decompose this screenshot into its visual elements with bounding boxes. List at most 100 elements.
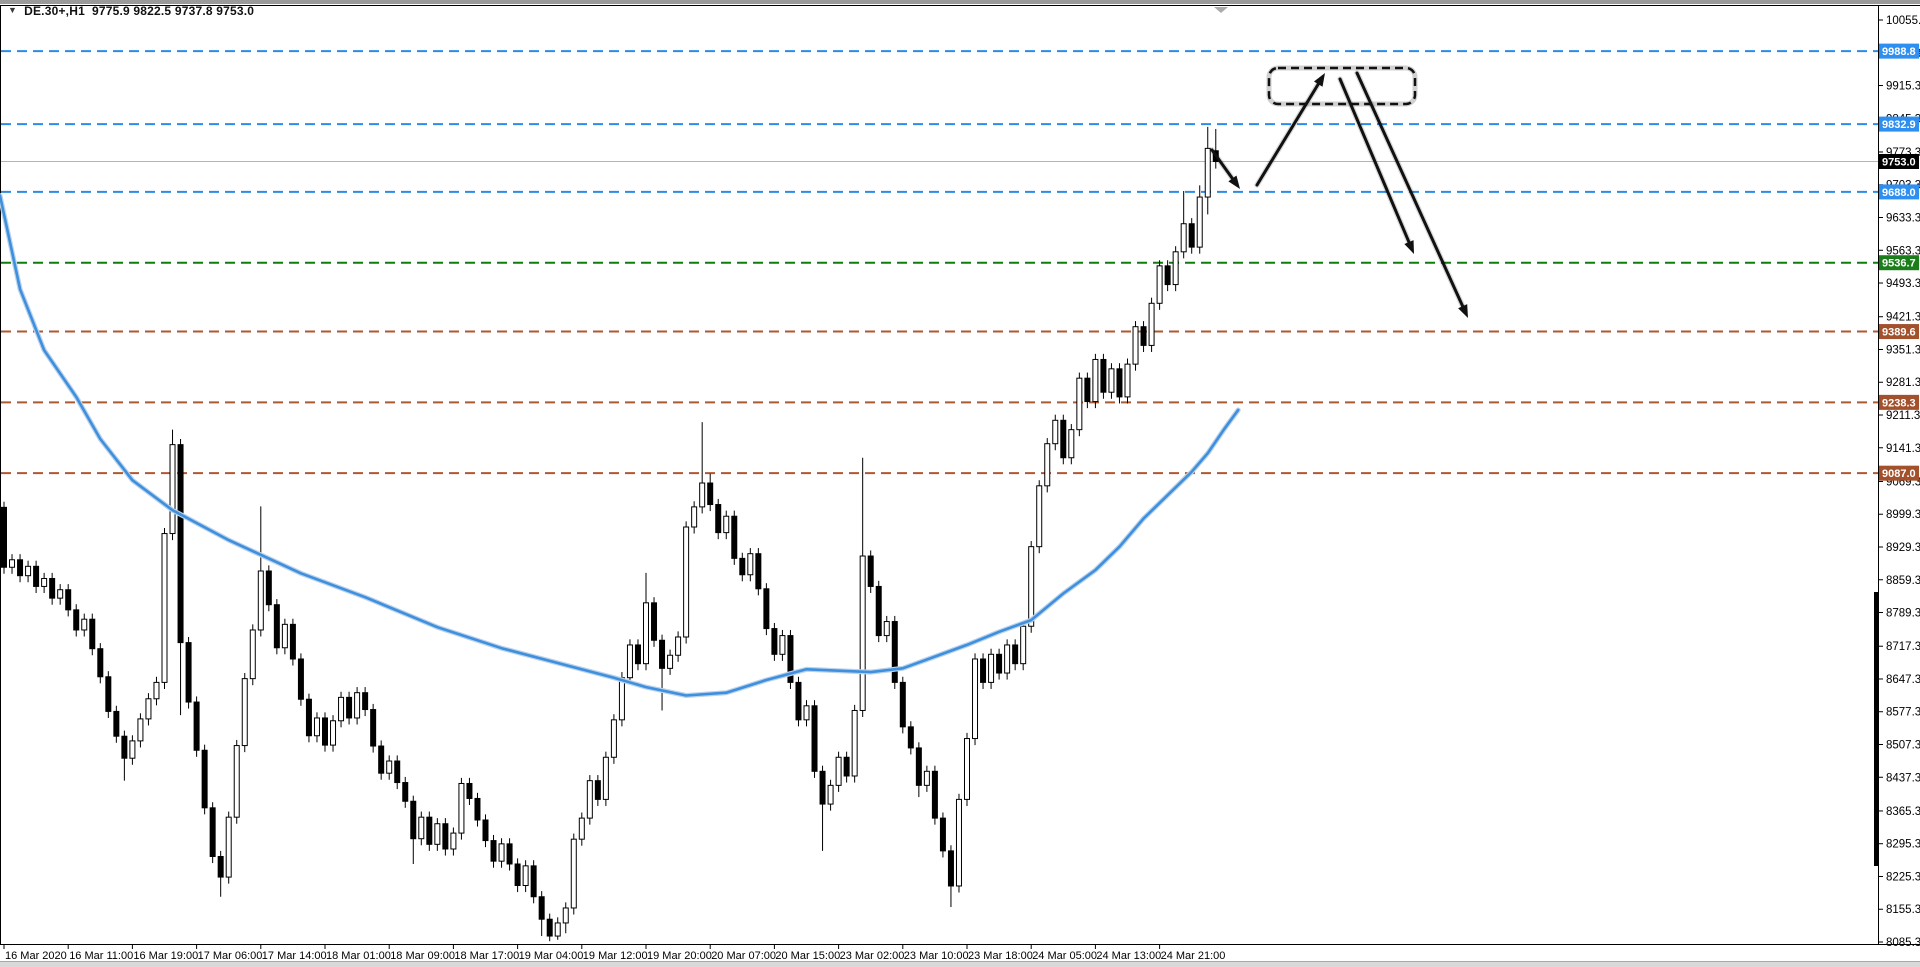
candle (964, 738, 970, 800)
candle (370, 709, 377, 747)
candle (787, 635, 794, 683)
candle (899, 681, 906, 728)
candle (827, 784, 834, 805)
candle (651, 602, 658, 641)
candle (1012, 644, 1019, 665)
candle (667, 654, 674, 669)
candle (233, 745, 240, 818)
candle (1004, 644, 1011, 674)
candle (1036, 485, 1043, 548)
candle (1068, 429, 1075, 459)
candle (554, 922, 561, 937)
x-axis-label: 23 Mar 10:00 (904, 950, 969, 962)
candle (145, 698, 152, 720)
x-axis-label: 17 Mar 06:00 (198, 950, 263, 962)
down-arrow-1[interactable] (1338, 77, 1411, 244)
up-arrow[interactable] (1255, 82, 1320, 187)
x-axis-label: 19 Mar 12:00 (583, 950, 648, 962)
candle (394, 760, 401, 784)
candle (1020, 625, 1027, 665)
candle (442, 823, 449, 850)
candle (362, 692, 369, 711)
current-price-badge (1879, 153, 1919, 169)
candle (241, 678, 248, 747)
y-axis-label: 8507.3 (1886, 739, 1920, 751)
candle (1164, 265, 1171, 286)
candle (322, 717, 328, 746)
x-axis-label: 16 Mar 2020 (5, 950, 67, 962)
y-axis-label: 8225.3 (1886, 871, 1920, 883)
candle (161, 533, 168, 683)
y-axis-label: 9915.3 (1886, 81, 1920, 93)
time-axis[interactable] (0, 945, 1920, 962)
candle (763, 588, 770, 630)
chart-title: ▼ DE.30+,H1 9775.9 9822.5 9737.8 9753.0 (8, 4, 254, 18)
y-axis-label: 8085.3 (1886, 937, 1920, 949)
candle (378, 745, 385, 774)
candle (891, 621, 898, 683)
candle (1156, 265, 1163, 304)
candle (731, 515, 738, 559)
candle (1100, 358, 1107, 393)
forecast-box[interactable] (1267, 66, 1417, 106)
candle (1060, 419, 1067, 459)
down-arrow-2[interactable] (1355, 71, 1465, 308)
axis-scrollbar-thumb[interactable] (1874, 592, 1879, 866)
candle (1, 506, 7, 568)
candle (354, 692, 361, 719)
candle (955, 798, 962, 887)
candle (153, 681, 160, 700)
candle (1084, 377, 1091, 403)
candle (602, 756, 609, 800)
candle (514, 863, 521, 887)
candle (9, 559, 16, 568)
candle (289, 623, 296, 660)
candle (1124, 363, 1131, 398)
y-axis-label: 8717.3 (1886, 641, 1920, 653)
candle (867, 555, 874, 587)
candle (875, 585, 882, 637)
candle (281, 623, 288, 649)
candle (707, 482, 714, 506)
candle (1204, 147, 1211, 198)
y-axis-label: 9633.3 (1886, 213, 1920, 225)
candle (25, 565, 32, 577)
candle (257, 570, 264, 631)
y-axis-label: 8647.3 (1886, 674, 1920, 686)
price-level-badge-label: 9389.6 (1882, 327, 1916, 339)
candle (883, 621, 890, 637)
candle (522, 865, 529, 887)
price-level-badge (1879, 43, 1919, 59)
candle (795, 681, 802, 721)
candle (313, 717, 320, 737)
candle (835, 756, 842, 786)
candle (1180, 223, 1187, 253)
candle (225, 816, 232, 878)
pullback-arrow[interactable] (1210, 148, 1234, 180)
down-arrow-1-head (1404, 240, 1414, 254)
candle (939, 817, 946, 852)
candle (434, 823, 441, 845)
price-level-badge (1879, 184, 1919, 200)
candle (988, 653, 995, 683)
down-arrow-2-head (1458, 304, 1468, 318)
x-axis-label: 16 Mar 11:00 (69, 950, 133, 962)
candle (49, 577, 56, 599)
moving-average-line[interactable] (0, 194, 1240, 697)
candle (81, 618, 88, 631)
x-axis-label: 19 Mar 04:00 (519, 950, 584, 962)
candle (851, 709, 858, 777)
candle (506, 843, 513, 865)
candle (330, 720, 337, 746)
x-axis-label: 20 Mar 15:00 (775, 950, 840, 962)
candle (538, 896, 545, 920)
candle (105, 676, 112, 712)
candle (338, 696, 345, 722)
candle (466, 782, 473, 799)
y-axis-label: 9421.3 (1886, 312, 1920, 324)
symbol-dropdown-icon[interactable]: ▼ (8, 5, 18, 15)
current-price-badge-label: 9753.0 (1882, 156, 1916, 168)
candle (859, 555, 866, 711)
candle (747, 553, 754, 576)
